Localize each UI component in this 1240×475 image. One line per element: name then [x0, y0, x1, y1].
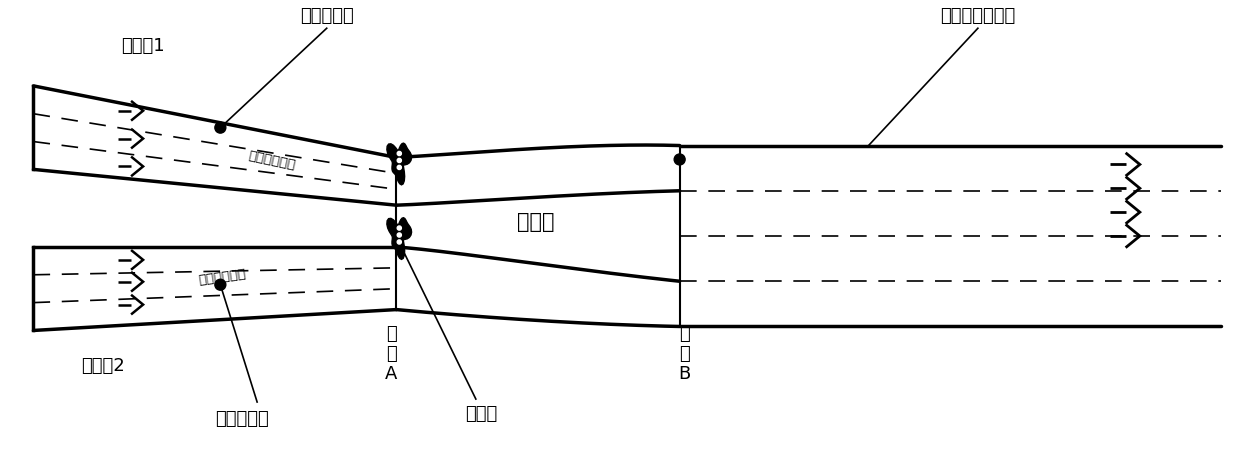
Circle shape — [397, 240, 402, 244]
Text: B: B — [678, 365, 691, 383]
Text: 断: 断 — [680, 325, 689, 343]
Text: 视频检测器: 视频检测器 — [300, 7, 353, 25]
Text: A: A — [386, 365, 398, 383]
Circle shape — [215, 122, 226, 133]
Text: 信号灯: 信号灯 — [465, 405, 497, 423]
Circle shape — [397, 233, 402, 237]
Text: 视频检测区域: 视频检测区域 — [247, 149, 296, 172]
Text: 面: 面 — [680, 345, 689, 363]
Text: 进口道1: 进口道1 — [122, 37, 165, 55]
Circle shape — [215, 279, 226, 290]
Circle shape — [397, 226, 402, 230]
Text: 面: 面 — [386, 345, 397, 363]
Text: 视频检测区域: 视频检测区域 — [197, 267, 247, 286]
Circle shape — [675, 154, 686, 165]
Text: 交汇区: 交汇区 — [517, 212, 554, 232]
Polygon shape — [387, 218, 412, 259]
Circle shape — [397, 152, 402, 156]
Text: 进口道2: 进口道2 — [81, 357, 125, 375]
Text: 交汇区下游路段: 交汇区下游路段 — [940, 7, 1016, 25]
Text: 视频检测器: 视频检测器 — [216, 410, 269, 428]
Text: 断: 断 — [386, 325, 397, 343]
Circle shape — [397, 158, 402, 162]
Polygon shape — [387, 143, 412, 185]
Circle shape — [397, 165, 402, 170]
